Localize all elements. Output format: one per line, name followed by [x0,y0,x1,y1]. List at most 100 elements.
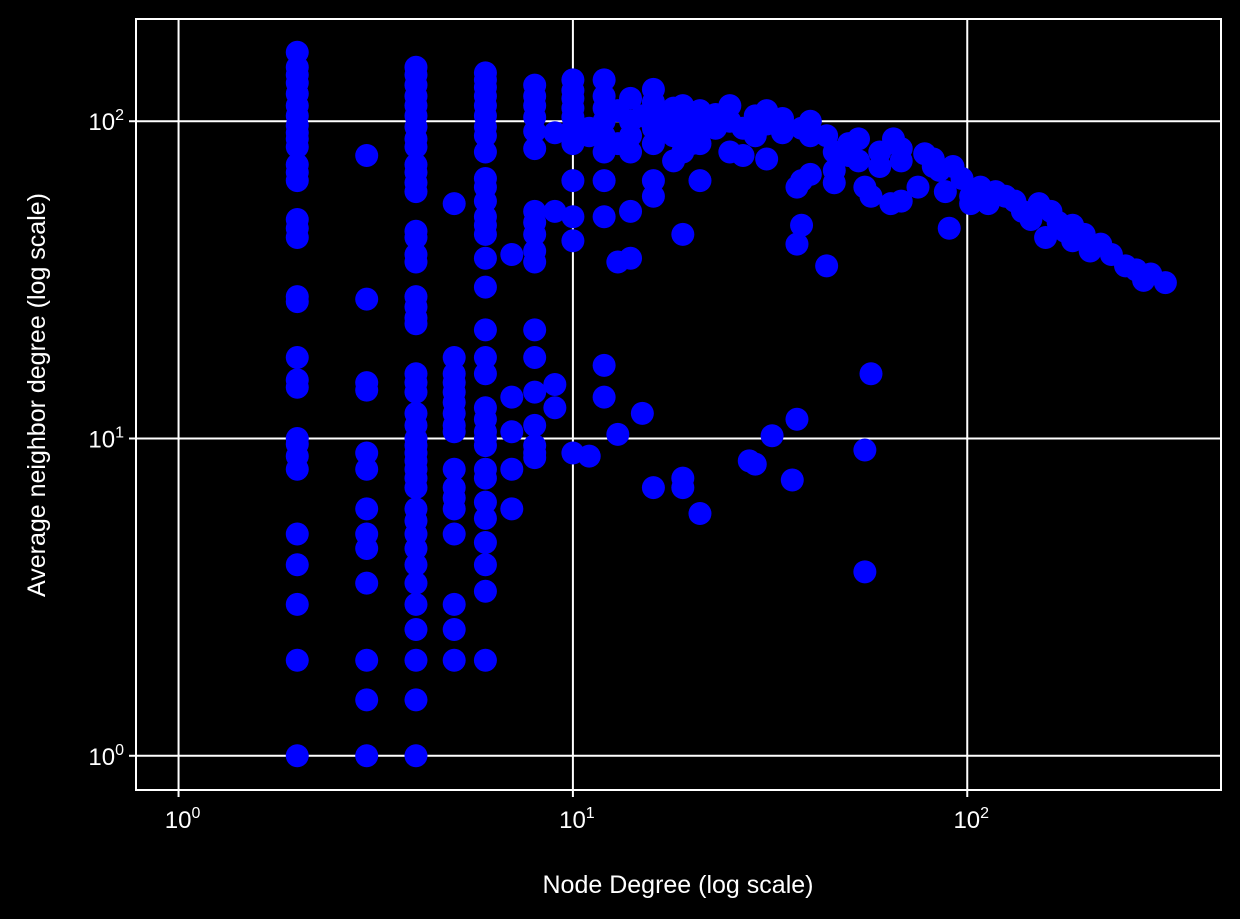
data-point [815,254,839,278]
data-point [523,119,547,143]
data-point [790,213,814,237]
y-axis-label: Average neighbor degree (log scale) [23,193,51,597]
data-point [355,744,379,768]
data-point [798,124,822,148]
data-point [404,553,428,577]
data-point [592,353,616,377]
data-point [577,444,601,468]
data-point [285,226,309,250]
data-point [442,522,466,546]
data-point [442,618,466,642]
data-point [780,468,804,492]
data-point [641,184,665,208]
data-point [543,121,567,145]
data-point [285,648,309,672]
data-point [619,199,643,223]
data-point [355,457,379,481]
data-point [442,497,466,521]
data-point [285,522,309,546]
data-point [404,250,428,274]
data-point [285,375,309,399]
data-point [1153,271,1177,295]
data-point [561,205,585,229]
data-point [355,688,379,712]
data-point [619,246,643,270]
data-point [755,147,779,171]
data-point [889,189,913,213]
y-axis-ticks: 100 101 102 [88,107,136,771]
data-point [442,346,466,370]
data-point [543,199,567,223]
data-point [500,243,524,267]
data-point [473,579,497,603]
data-point [355,287,379,311]
data-point [543,372,567,396]
plot-frame [135,18,1222,791]
data-point [355,441,379,465]
data-point [355,497,379,521]
data-point [404,380,428,404]
data-point [937,216,961,240]
data-point [442,420,466,444]
data-point [355,537,379,561]
data-point [731,143,755,167]
data-point [760,424,784,448]
data-point [671,222,695,246]
data-point [1034,226,1058,250]
data-point [688,132,712,156]
x-axis-ticks: 100 101 102 [165,790,989,834]
data-point [500,497,524,521]
data-point [473,490,497,514]
data-point [355,378,379,402]
data-point [889,149,913,173]
data-point [592,68,616,92]
x-tick-label-0: 100 [165,805,201,834]
data-point [523,318,547,342]
x-tick-label-2: 102 [953,805,989,834]
data-point [404,648,428,672]
data-point [404,226,428,250]
data-point [688,502,712,526]
y-tick-label-1: 101 [88,424,124,453]
data-point [473,434,497,458]
data-point [671,476,695,500]
data-point [404,537,428,561]
data-point [473,346,497,370]
data-point [523,250,547,274]
data-point [442,592,466,616]
data-point [404,744,428,768]
data-point [561,229,585,253]
data-point [404,571,428,595]
data-points [285,40,1177,768]
data-point [404,135,428,159]
data-point [404,592,428,616]
data-point [285,592,309,616]
data-point [473,140,497,164]
data-point [561,169,585,193]
data-point [500,420,524,444]
y-tick-label-2: 102 [88,107,124,136]
data-point [404,618,428,642]
data-point [592,385,616,409]
data-point [404,688,428,712]
data-point [500,385,524,409]
data-point [285,169,309,193]
data-point [500,457,524,481]
data-point [822,171,846,195]
data-point [592,169,616,193]
data-point [523,446,547,470]
data-point [868,154,892,178]
data-point [641,476,665,500]
data-point [606,422,630,446]
data-point [285,457,309,481]
data-point [523,380,547,404]
data-point [853,560,877,584]
data-point [442,192,466,216]
data-point [859,362,883,386]
data-point [933,180,957,204]
data-point [285,135,309,159]
data-point [859,184,883,208]
data-point [285,290,309,314]
data-point [688,169,712,193]
